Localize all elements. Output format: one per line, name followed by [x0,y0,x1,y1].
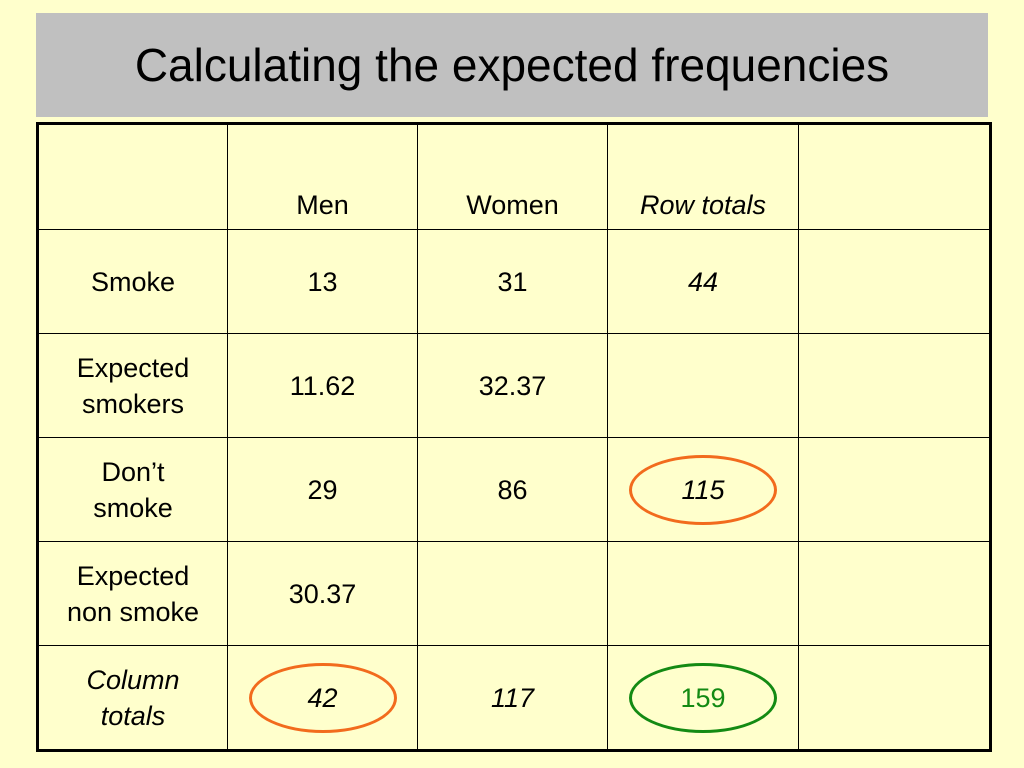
row-label-smoke: Smoke [37,229,228,334]
cell-women-column-total: 117 [417,645,608,751]
table-row: Column totals 42 117 159 [37,645,991,751]
row-label-expected-non-smoke: Expected non smoke [37,541,228,646]
cell-extra-column-totals [798,645,991,751]
cell-extra-expected-smokers [798,333,991,438]
table-row: Expected non smoke 30.37 [37,541,991,646]
cell-extra-expected-non-smoke [798,541,991,646]
table-row: Expected smokers 11.62 32.37 [37,333,991,438]
header-cell-empty [37,123,228,230]
header-row: Men Women Row totals [37,123,991,230]
cell-men-column-total: 42 [227,645,418,751]
cell-extra-dont-smoke [798,437,991,542]
table-row: Don’t smoke 29 86 115 [37,437,991,542]
cell-men-dont-smoke: 29 [227,437,418,542]
cell-men-expected-smokers: 11.62 [227,333,418,438]
cell-row-total-dont-smoke: 115 [607,437,799,542]
cell-men-expected-non-smoke: 30.37 [227,541,418,646]
header-cell-women: Women [417,123,608,230]
cell-women-dont-smoke: 86 [417,437,608,542]
cell-women-smoke: 31 [417,229,608,334]
cell-men-smoke: 13 [227,229,418,334]
cell-row-total-expected-smokers [607,333,799,438]
table-row: Smoke 13 31 44 [37,229,991,334]
cell-women-expected-smokers: 32.37 [417,333,608,438]
header-cell-men: Men [227,123,418,230]
slide-title-bar: Calculating the expected frequencies [36,13,988,117]
cell-extra-smoke [798,229,991,334]
slide-title: Calculating the expected frequencies [134,39,890,91]
frequency-table: Men Women Row totals Smoke 13 31 44 Expe… [36,122,992,752]
row-label-column-totals: Column totals [37,645,228,751]
header-cell-row-totals: Row totals [607,123,799,230]
row-label-expected-smokers: Expected smokers [37,333,228,438]
header-cell-extra [798,123,991,230]
cell-women-expected-non-smoke [417,541,608,646]
cell-grand-total: 159 [607,645,799,751]
cell-row-total-smoke: 44 [607,229,799,334]
row-label-dont-smoke: Don’t smoke [37,437,228,542]
cell-row-total-expected-non-smoke [607,541,799,646]
